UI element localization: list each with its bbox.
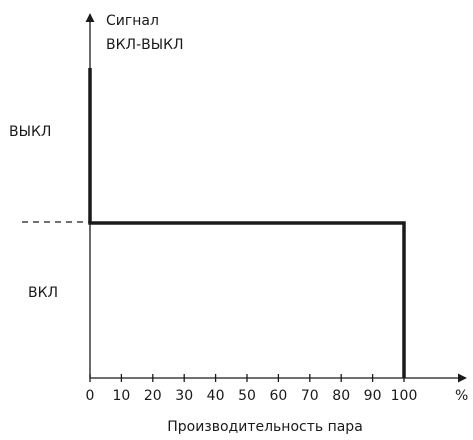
x-tick-label: 40	[207, 388, 225, 404]
x-tick-label: 10	[112, 388, 130, 404]
x-tick-label: 100	[391, 388, 418, 404]
x-tick-label: 50	[238, 388, 256, 404]
signal-series-line	[88, 68, 406, 378]
state-label-on: ВКЛ	[28, 285, 58, 301]
x-tick-label: 70	[301, 388, 319, 404]
series-group	[88, 68, 406, 378]
y-axis-label-line2: ВКЛ-ВЫКЛ	[106, 37, 184, 53]
x-tick-label: 20	[144, 388, 162, 404]
x-tick-label: 0	[86, 388, 95, 404]
x-unit-label: %	[455, 388, 468, 404]
x-tick-label: 60	[269, 388, 287, 404]
y-axis-label-line1: Сигнал	[106, 13, 159, 29]
x-tick-label: 80	[332, 388, 350, 404]
x-tick-label: 90	[364, 388, 382, 404]
x-tick-group: 0 10 20 30 40 50 60 70 80 90 100	[86, 374, 418, 404]
state-label-off: ВЫКЛ	[9, 124, 51, 140]
x-tick-label: 30	[175, 388, 193, 404]
x-axis-label: Производительность пара	[167, 419, 363, 435]
